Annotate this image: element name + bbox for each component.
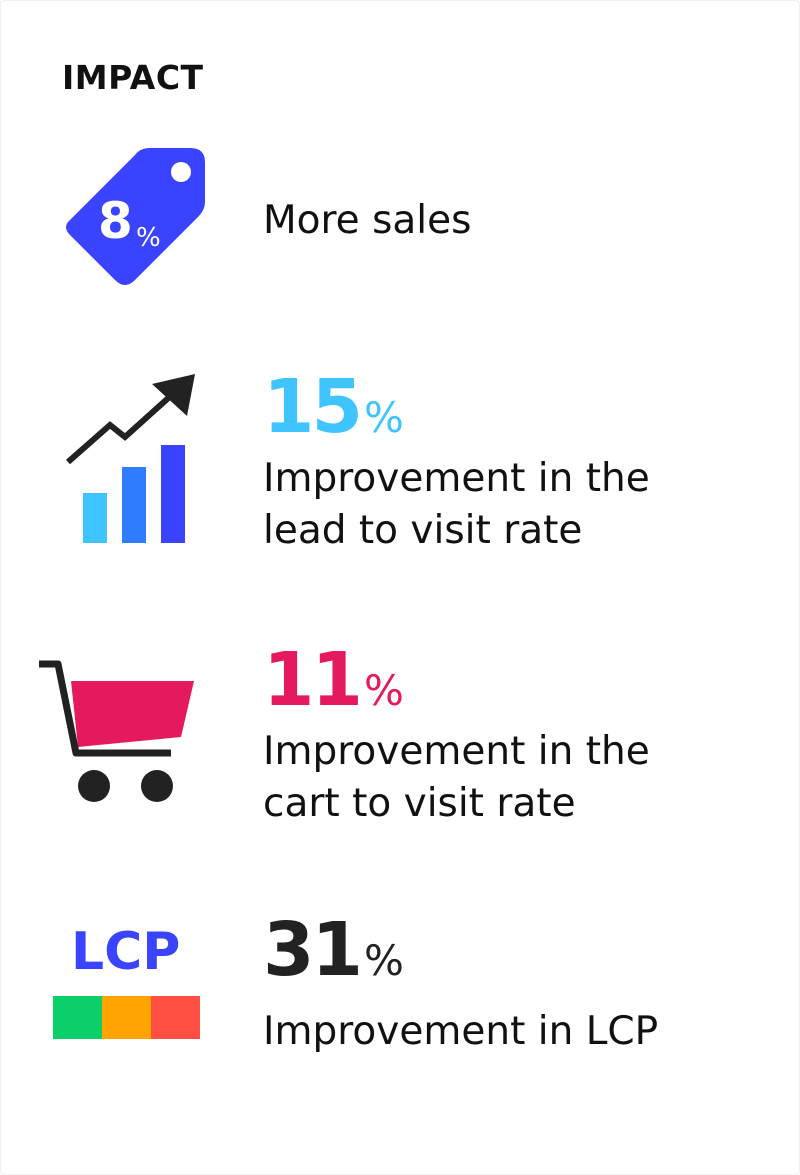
cart-number: 11	[263, 637, 363, 723]
lead-number: 15	[263, 364, 363, 450]
lcp-percent: %	[363, 936, 404, 985]
section-heading: IMPACT	[62, 58, 204, 97]
cart-line1: Improvement in the	[263, 729, 650, 774]
lcp-line1: Improvement in LCP	[263, 1009, 659, 1054]
lcp-mid-segment	[102, 996, 151, 1039]
lcp-stat: 31% Improvement in LCP	[263, 913, 659, 1058]
lcp-number: 31	[263, 907, 363, 993]
more-sales-label: More sales	[263, 198, 472, 243]
tag-number: 8	[98, 192, 133, 250]
lead-stat: 15% Improvement in the lead to visit rat…	[263, 370, 650, 557]
lcp-poor-segment	[151, 996, 200, 1039]
cart-stat: 11% Improvement in the cart to visit rat…	[263, 643, 650, 830]
lead-percent: %	[363, 393, 404, 442]
price-tag-icon: 8 %	[50, 140, 210, 300]
tag-percent: %	[136, 223, 161, 253]
lead-line1: Improvement in the	[263, 456, 650, 501]
cart-percent: %	[363, 666, 404, 715]
lead-line2: lead to visit rate	[263, 508, 583, 553]
lcp-good-segment	[53, 996, 102, 1039]
growth-chart-icon	[60, 370, 200, 550]
shopping-cart-icon	[36, 655, 201, 810]
lcp-icon: LCP	[53, 922, 203, 1042]
lcp-icon-label: LCP	[71, 922, 181, 982]
cart-line2: cart to visit rate	[263, 781, 576, 826]
